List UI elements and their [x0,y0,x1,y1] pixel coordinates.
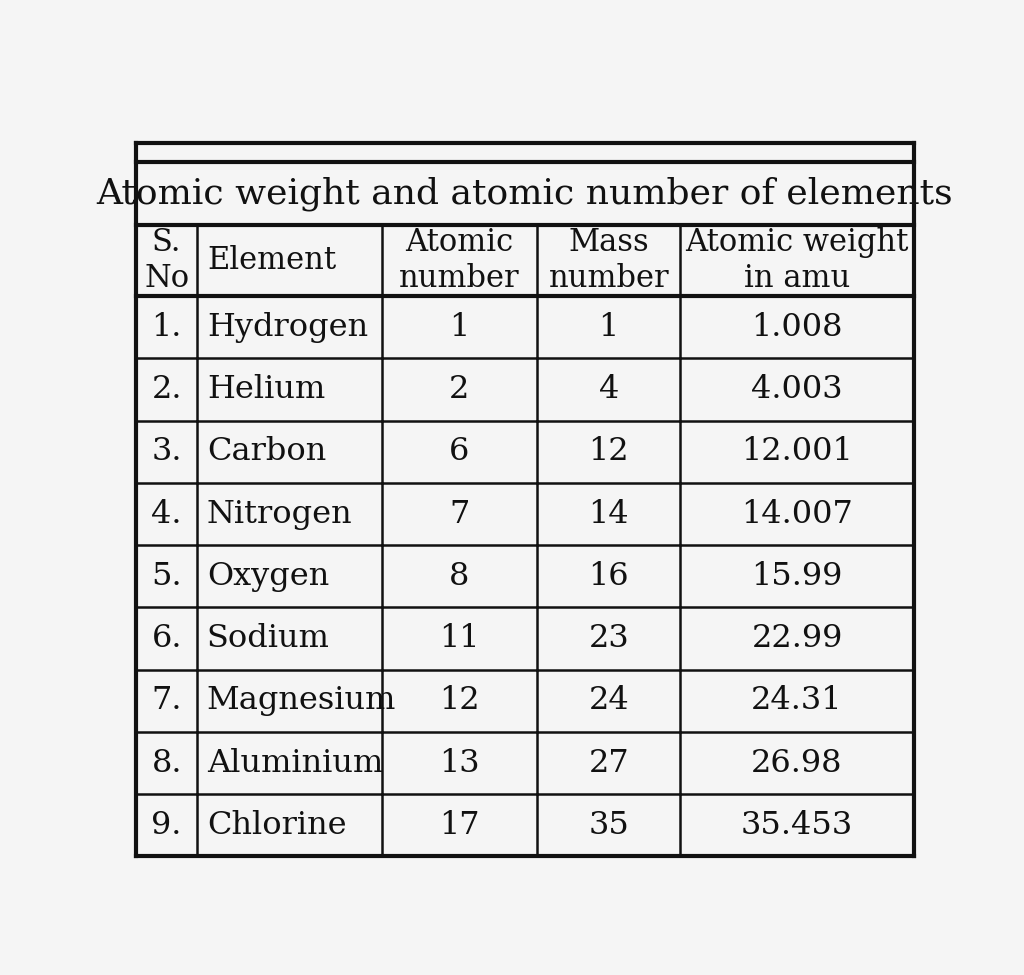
Text: 23: 23 [589,623,629,654]
Text: Nitrogen: Nitrogen [207,498,352,529]
Text: Sodium: Sodium [207,623,330,654]
Text: 6: 6 [450,436,469,467]
Text: 7.: 7. [152,685,182,717]
Text: 35: 35 [588,810,629,840]
Text: 6.: 6. [152,623,182,654]
Text: 15.99: 15.99 [752,561,843,592]
Text: 12: 12 [589,436,629,467]
Text: 3.: 3. [152,436,182,467]
Text: 22.99: 22.99 [752,623,843,654]
Text: 8.: 8. [152,748,182,779]
Text: 4.: 4. [152,498,182,529]
Text: 14.007: 14.007 [741,498,853,529]
Text: 16: 16 [589,561,629,592]
Text: 11: 11 [439,623,479,654]
Text: 35.453: 35.453 [741,810,853,840]
Text: 5.: 5. [152,561,182,592]
Text: Oxygen: Oxygen [207,561,329,592]
Text: Atomic weight
in amu: Atomic weight in amu [685,227,908,293]
Text: 27: 27 [589,748,629,779]
Text: 7: 7 [450,498,469,529]
Text: 9.: 9. [152,810,182,840]
Text: 2: 2 [450,374,469,405]
Text: 2.: 2. [152,374,182,405]
Text: 13: 13 [439,748,479,779]
Text: Chlorine: Chlorine [207,810,346,840]
Text: 12: 12 [439,685,479,717]
Text: Aluminium: Aluminium [207,748,383,779]
Text: 17: 17 [439,810,479,840]
Text: Magnesium: Magnesium [207,685,396,717]
Text: Atomic weight and atomic number of elements: Atomic weight and atomic number of eleme… [96,176,953,211]
Text: 1.008: 1.008 [752,312,843,343]
Text: Helium: Helium [207,374,325,405]
Text: 4.003: 4.003 [752,374,843,405]
Text: Carbon: Carbon [207,436,326,467]
Text: 14: 14 [589,498,629,529]
Text: S.
No: S. No [144,227,189,293]
Text: 24.31: 24.31 [752,685,843,717]
Text: 12.001: 12.001 [741,436,853,467]
Text: 1: 1 [599,312,618,343]
Text: 1: 1 [450,312,469,343]
Text: 26.98: 26.98 [752,748,843,779]
Text: 24: 24 [589,685,629,717]
Text: Element: Element [207,245,336,276]
Text: Hydrogen: Hydrogen [207,312,368,343]
Text: 8: 8 [450,561,469,592]
Text: Atomic
number: Atomic number [399,227,519,293]
Text: Mass
number: Mass number [549,227,669,293]
Text: 4: 4 [598,374,618,405]
Text: 1.: 1. [152,312,182,343]
